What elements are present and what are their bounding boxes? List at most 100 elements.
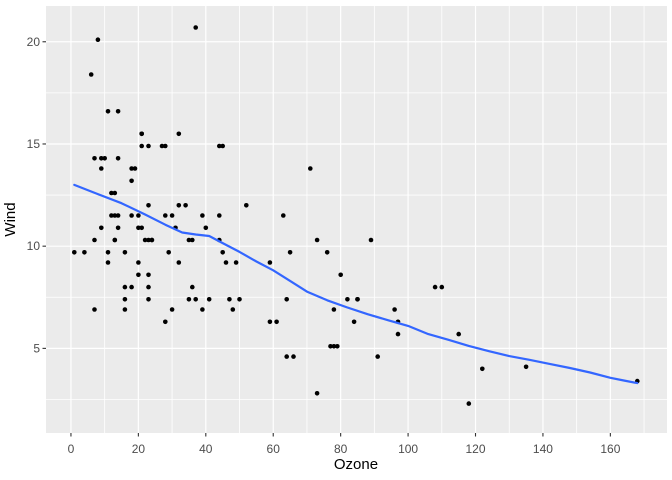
data-point — [190, 284, 195, 290]
data-point — [267, 260, 273, 265]
data-point — [122, 284, 128, 290]
data-point — [112, 237, 118, 243]
x-tick-label: 20 — [132, 442, 146, 456]
data-point — [169, 307, 175, 312]
data-point — [146, 203, 151, 208]
data-point — [375, 354, 381, 359]
data-point — [190, 237, 195, 243]
data-point — [99, 156, 104, 161]
data-point — [115, 213, 121, 218]
data-point — [335, 344, 340, 349]
data-point — [314, 391, 320, 396]
data-point — [95, 37, 101, 42]
y-tick-label: 10 — [27, 239, 41, 253]
x-tick-label: 0 — [68, 442, 75, 456]
data-point — [139, 225, 144, 231]
data-point — [122, 307, 128, 312]
data-point — [112, 213, 118, 218]
data-point — [115, 225, 121, 231]
data-point — [466, 401, 472, 406]
data-point — [331, 344, 337, 349]
data-point — [88, 72, 94, 77]
data-point — [82, 250, 87, 255]
data-point — [169, 213, 175, 218]
data-point — [193, 25, 198, 30]
data-point — [105, 260, 111, 265]
data-point — [220, 143, 225, 149]
data-point — [129, 213, 134, 218]
data-point — [392, 307, 397, 312]
data-point — [217, 213, 222, 218]
data-point — [203, 225, 209, 231]
data-point — [314, 237, 320, 243]
x-tick-label: 80 — [334, 442, 348, 456]
data-point — [324, 250, 330, 255]
data-point — [122, 297, 128, 302]
data-point — [149, 237, 155, 243]
data-point — [146, 297, 151, 302]
data-point — [183, 203, 188, 208]
data-point — [186, 297, 192, 302]
data-point — [223, 260, 229, 265]
data-point — [176, 203, 182, 208]
data-point — [217, 143, 222, 149]
data-point — [200, 307, 205, 312]
data-point — [139, 131, 144, 137]
data-point — [92, 156, 97, 161]
axis-ticks — [42, 41, 611, 437]
smooth-line — [73, 183, 639, 385]
data-point — [99, 166, 104, 171]
y-tick-label: 5 — [33, 341, 40, 355]
data-point — [186, 237, 192, 243]
data-point — [331, 307, 337, 312]
data-point — [105, 109, 111, 114]
data-point — [109, 213, 114, 218]
data-point — [274, 319, 279, 325]
data-point — [139, 143, 144, 149]
x-axis-title: Ozone — [334, 456, 378, 473]
data-point — [129, 178, 134, 184]
data-point — [129, 284, 134, 290]
x-tick-label: 40 — [199, 442, 213, 456]
axis-tick-labels: 0 20 40 60 80 100 120 140 160 5 10 15 20 — [27, 35, 621, 456]
data-point — [227, 297, 232, 302]
data-point — [99, 225, 104, 231]
data-point — [72, 250, 77, 255]
data-point — [237, 297, 242, 302]
data-point — [355, 297, 360, 302]
data-point — [163, 143, 168, 149]
data-point — [109, 190, 114, 196]
data-point — [142, 237, 148, 243]
data-point — [244, 203, 249, 208]
data-point — [122, 250, 128, 255]
data-points — [72, 25, 640, 406]
data-point — [115, 109, 121, 114]
data-point — [146, 237, 151, 243]
data-point — [92, 307, 97, 312]
data-point — [432, 284, 438, 290]
data-point — [291, 354, 296, 359]
data-point — [163, 213, 168, 218]
data-point — [345, 297, 350, 302]
data-point — [193, 297, 198, 302]
x-tick-label: 140 — [533, 442, 553, 456]
data-point — [146, 272, 151, 278]
data-point — [284, 297, 290, 302]
y-tick-label: 15 — [27, 137, 41, 151]
data-point — [92, 237, 97, 243]
data-point — [166, 250, 171, 255]
data-point — [233, 260, 239, 265]
data-point — [136, 225, 141, 231]
data-point — [328, 344, 333, 349]
data-point — [159, 143, 165, 149]
data-point — [267, 319, 273, 325]
y-axis-title: Wind — [2, 202, 19, 236]
data-point — [102, 156, 107, 161]
x-tick-label: 60 — [267, 442, 281, 456]
y-tick-label: 20 — [27, 35, 41, 49]
x-tick-label: 160 — [600, 442, 620, 456]
data-point — [136, 272, 141, 278]
data-point — [132, 166, 138, 171]
